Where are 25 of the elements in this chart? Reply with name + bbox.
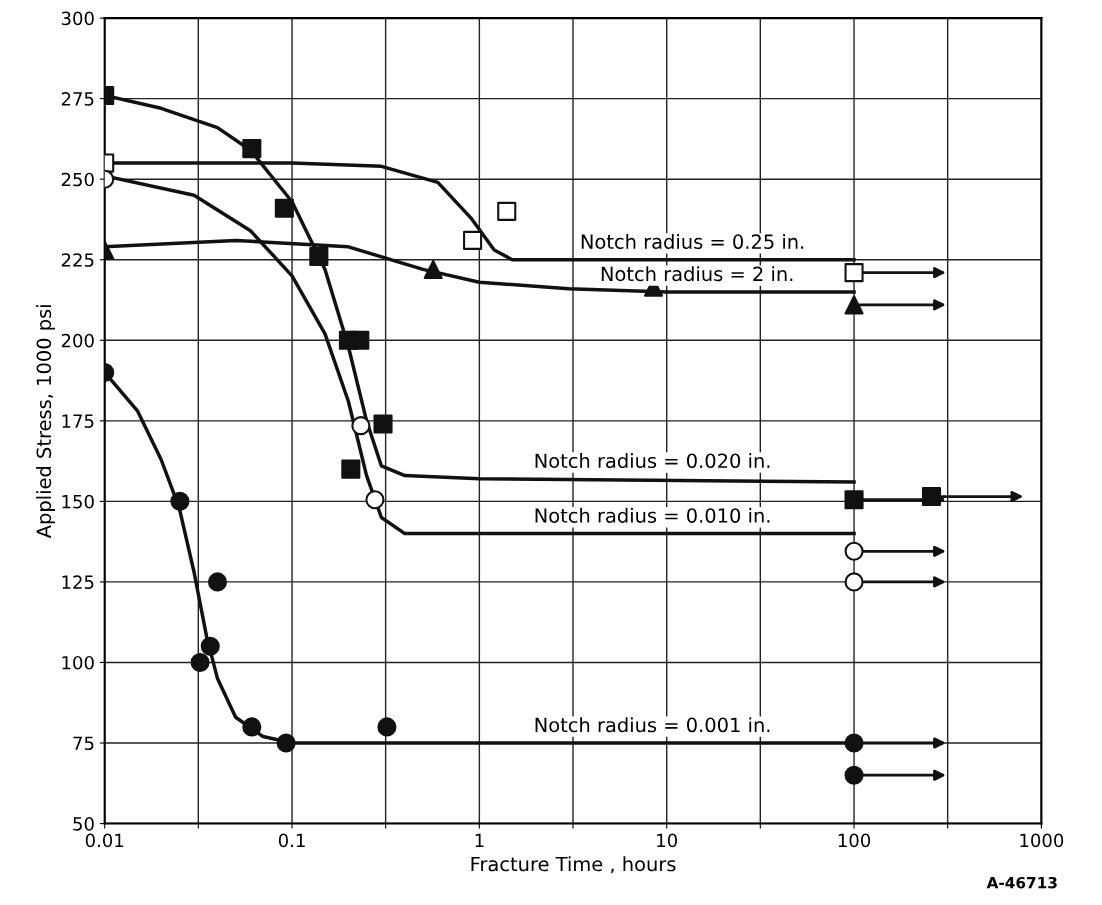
x-axis-title: Fracture Time , hours <box>471 856 676 874</box>
annotation: Notch radius = 0.001 in. <box>535 717 770 733</box>
x-tick-label: 100 <box>838 833 871 848</box>
y-tick-label: 275 <box>61 92 94 106</box>
x-tick-label: 1 <box>475 833 484 847</box>
text: A-46713 <box>986 876 1057 889</box>
annotation: Notch radius = 0.25 in. <box>581 233 804 250</box>
y-tick-label: 50 <box>73 817 94 831</box>
annotation: Notch radius = 0.010 in. <box>535 507 770 523</box>
x-tick-label: 1000 <box>1020 833 1064 848</box>
x-tick-label: 0.01 <box>85 833 124 848</box>
y-tick-label: 200 <box>61 333 94 348</box>
x-tick-label: 10 <box>657 833 677 848</box>
y-tick-label: 225 <box>61 253 94 267</box>
y-tick-label: 175 <box>62 414 94 428</box>
y-tick-label: 300 <box>61 11 94 26</box>
y-tick-label: 150 <box>62 494 94 509</box>
y-tick-label: 125 <box>62 575 94 590</box>
y-tick-label: 250 <box>61 172 94 187</box>
y-tick-label: 75 <box>73 736 94 751</box>
annotation: Notch radius = 0.020 in. <box>535 453 770 469</box>
annotation: Notch radius = 2 in. <box>601 266 793 282</box>
y-tick-label: 100 <box>62 655 94 670</box>
x-tick-label: 0.1 <box>278 833 305 848</box>
y-axis-title: Applied Stress, 1000 psi <box>36 305 55 539</box>
